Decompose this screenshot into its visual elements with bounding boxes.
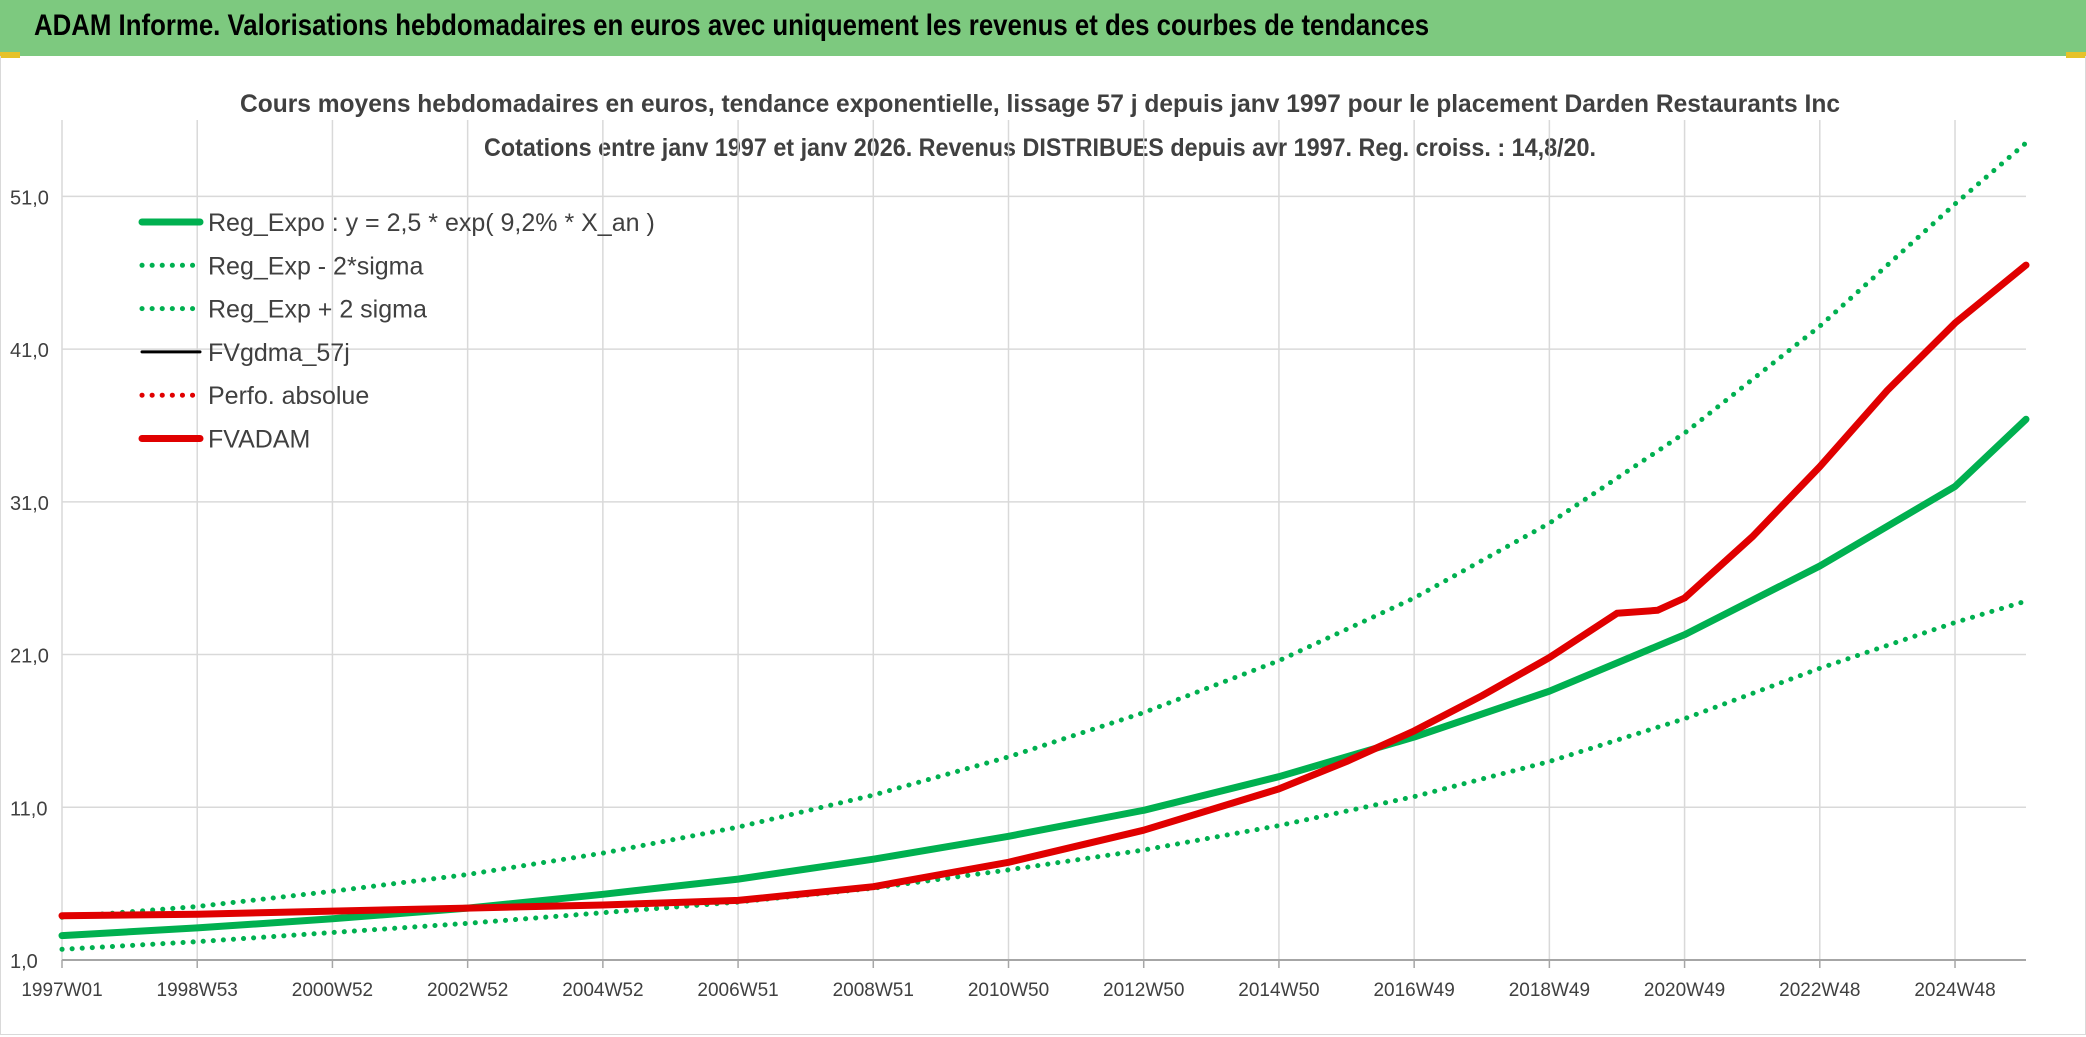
y-tick-label: 51,0 (10, 187, 49, 209)
axis-labels: 1,0 11,0 21,0 31,0 41,0 51,0 1997W01 1998W53 200… (10, 187, 1996, 1001)
x-tick-label: 2020W49 (1644, 980, 1725, 1001)
legend-label: Reg_Exp - 2*sigma (208, 252, 423, 280)
y-tick-label: 1,0 (10, 951, 38, 973)
grid-lines (61, 120, 2026, 968)
title-banner: ADAM Informe. Valorisations hebdomadaire… (0, 0, 2086, 56)
y-tick-label: 41,0 (10, 340, 49, 362)
series-line-0 (58, 415, 2030, 940)
y-tick-label: 11,0 (10, 798, 47, 820)
corner-mark (2066, 52, 2086, 58)
corner-mark (0, 52, 20, 58)
x-tick-label: 1998W53 (157, 980, 238, 1001)
x-tick-label: 1997W01 (21, 980, 102, 1001)
chart-title: Cours moyens hebdomadaires en euros, ten… (240, 90, 1840, 118)
report-title: ADAM Informe. Valorisations hebdomadaire… (34, 9, 1430, 42)
x-tick-label: 2024W48 (1914, 980, 1995, 1001)
x-tick-label: 2018W49 (1509, 980, 1590, 1001)
legend: Reg_Expo : y = 2,5 * exp( 9,2% * X_an ) R… (138, 209, 655, 454)
x-tick-label: 2010W50 (968, 980, 1049, 1001)
x-tick-label: 2004W52 (562, 980, 643, 1001)
series-line-1 (59, 598, 2029, 952)
y-tick-label: 31,0 (10, 493, 49, 515)
x-tick-label: 2022W48 (1779, 980, 1860, 1001)
legend-label: FVADAM (208, 426, 310, 454)
series-lines (58, 140, 2030, 952)
legend-label: Reg_Exp + 2 sigma (208, 296, 427, 324)
series-line-5 (58, 261, 2030, 920)
series-line-3 (60, 263, 2028, 918)
chart-subtitle: Cotations entre janv 1997 et janv 2026. … (484, 134, 1596, 162)
x-tick-label: 2000W52 (292, 980, 373, 1001)
legend-label: Reg_Expo : y = 2,5 * exp( 9,2% * X_an ) (208, 209, 655, 237)
x-tick-label: 2016W49 (1373, 980, 1454, 1001)
series-line-4 (59, 262, 2029, 919)
x-tick-label: 2006W51 (697, 980, 778, 1001)
legend-label: FVgdma_57j (208, 339, 350, 367)
x-tick-label: 2012W50 (1103, 980, 1184, 1001)
legend-label: Perfo. absolue (208, 382, 369, 410)
x-tick-label: 2008W51 (833, 980, 914, 1001)
x-tick-label: 2014W50 (1238, 980, 1319, 1001)
y-tick-label: 21,0 (10, 646, 49, 668)
x-tick-label: 2002W52 (427, 980, 508, 1001)
